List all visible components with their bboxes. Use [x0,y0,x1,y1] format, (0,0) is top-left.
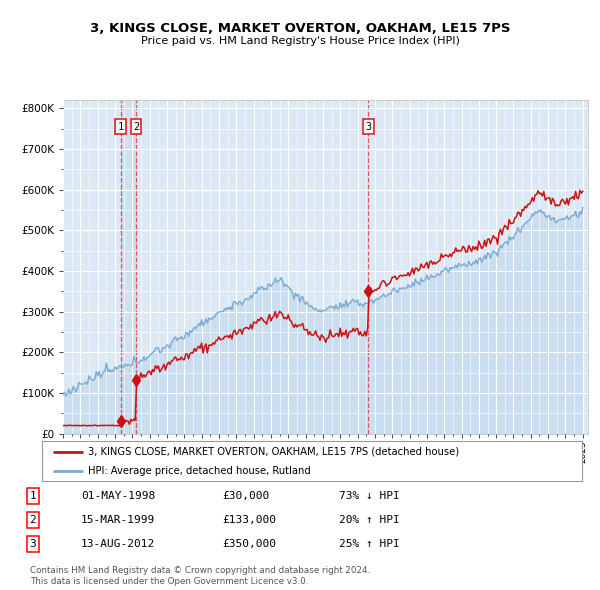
Text: 01-MAY-1998: 01-MAY-1998 [81,491,155,501]
Text: £350,000: £350,000 [222,539,276,549]
Text: 3: 3 [365,122,371,132]
Text: 3, KINGS CLOSE, MARKET OVERTON, OAKHAM, LE15 7PS: 3, KINGS CLOSE, MARKET OVERTON, OAKHAM, … [90,22,510,35]
Text: 1: 1 [118,122,124,132]
Text: 1: 1 [29,491,37,501]
Text: 25% ↑ HPI: 25% ↑ HPI [339,539,400,549]
Text: 2: 2 [133,122,139,132]
Text: 3, KINGS CLOSE, MARKET OVERTON, OAKHAM, LE15 7PS (detached house): 3, KINGS CLOSE, MARKET OVERTON, OAKHAM, … [88,447,459,457]
Text: £133,000: £133,000 [222,515,276,525]
Text: £30,000: £30,000 [222,491,269,501]
Text: 3: 3 [29,539,37,549]
Text: This data is licensed under the Open Government Licence v3.0.: This data is licensed under the Open Gov… [30,576,308,586]
Text: 15-MAR-1999: 15-MAR-1999 [81,515,155,525]
Text: 2: 2 [29,515,37,525]
Text: Price paid vs. HM Land Registry's House Price Index (HPI): Price paid vs. HM Land Registry's House … [140,37,460,46]
Bar [121,100,136,434]
Text: 20% ↑ HPI: 20% ↑ HPI [339,515,400,525]
Text: HPI: Average price, detached house, Rutland: HPI: Average price, detached house, Rutl… [88,466,311,476]
Text: 13-AUG-2012: 13-AUG-2012 [81,539,155,549]
Text: 73% ↓ HPI: 73% ↓ HPI [339,491,400,501]
Text: Contains HM Land Registry data © Crown copyright and database right 2024.: Contains HM Land Registry data © Crown c… [30,566,370,575]
